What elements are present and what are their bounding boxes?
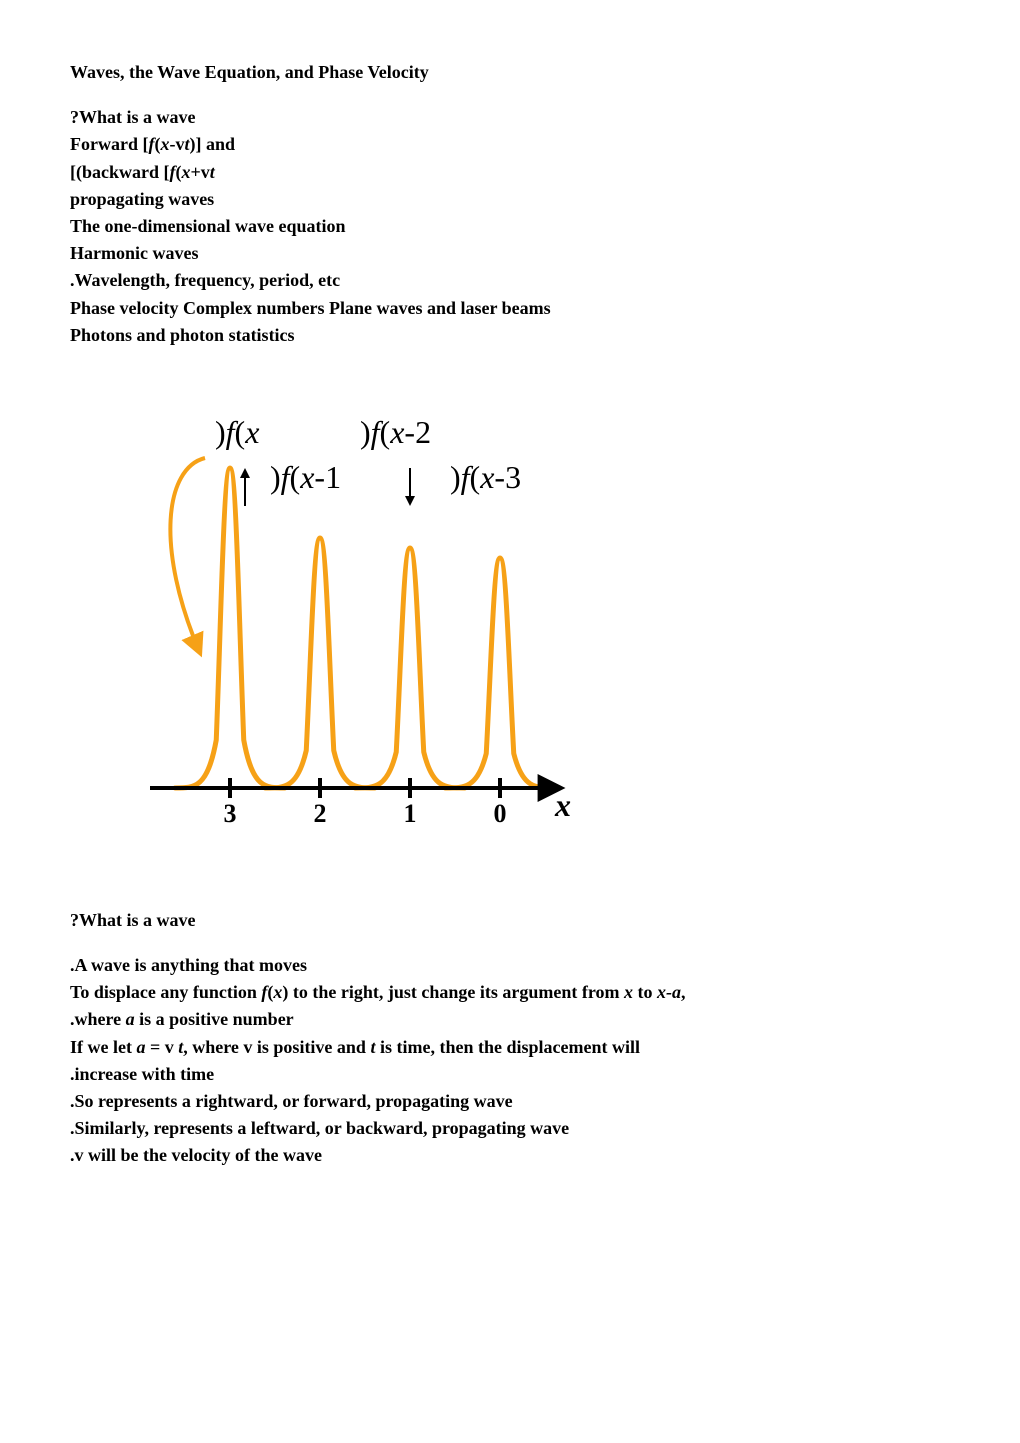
body-line: .Similarly, represents a leftward, or ba…: [70, 1116, 950, 1141]
intro-line: propagating waves: [70, 187, 950, 212]
svg-text:2: 2: [314, 799, 327, 828]
svg-text:)f(x-2: )f(x-2: [360, 414, 431, 450]
svg-text:1: 1: [404, 799, 417, 828]
intro-line: ?What is a wave: [70, 105, 950, 130]
svg-text:)f(x-3: )f(x-3: [450, 459, 521, 495]
body-line: If we let a = v t, where v is positive a…: [70, 1035, 950, 1060]
body-line: .So represents a rightward, or forward, …: [70, 1089, 950, 1114]
section-heading: ?What is a wave: [70, 908, 950, 933]
page-title: Waves, the Wave Equation, and Phase Velo…: [70, 60, 950, 85]
svg-text:)f(x-1: )f(x-1: [270, 459, 341, 495]
body-line: .v will be the velocity of the wave: [70, 1143, 950, 1168]
body-line: .A wave is anything that moves: [70, 953, 950, 978]
intro-line: Forward [f(x-vt)] and: [70, 132, 950, 157]
body-line: To displace any function f(x) to the rig…: [70, 980, 950, 1005]
intro-block: ?What is a wave Forward [f(x-vt)] and [(…: [70, 105, 950, 348]
svg-text:0: 0: [494, 799, 507, 828]
svg-text:x: x: [554, 787, 571, 823]
body-line: .increase with time: [70, 1062, 950, 1087]
intro-line: [(backward [f(x+vt: [70, 160, 950, 185]
wave-svg: 3 2 1 0 x )f(x )f(x-2 )f(x-1 )f(x-3: [110, 388, 590, 848]
intro-line: Harmonic waves: [70, 241, 950, 266]
intro-line: Phase velocity Complex numbers Plane wav…: [70, 296, 950, 321]
svg-text:)f(x: )f(x: [215, 414, 259, 450]
intro-line: The one-dimensional wave equation: [70, 214, 950, 239]
wave-figure: 3 2 1 0 x )f(x )f(x-2 )f(x-1 )f(x-3: [110, 388, 950, 848]
intro-line: Photons and photon statistics: [70, 323, 950, 348]
intro-line: .Wavelength, frequency, period, etc: [70, 268, 950, 293]
body-line: .where a is a positive number: [70, 1007, 950, 1032]
svg-text:3: 3: [224, 799, 237, 828]
section-body: .A wave is anything that movesTo displac…: [70, 953, 950, 1169]
